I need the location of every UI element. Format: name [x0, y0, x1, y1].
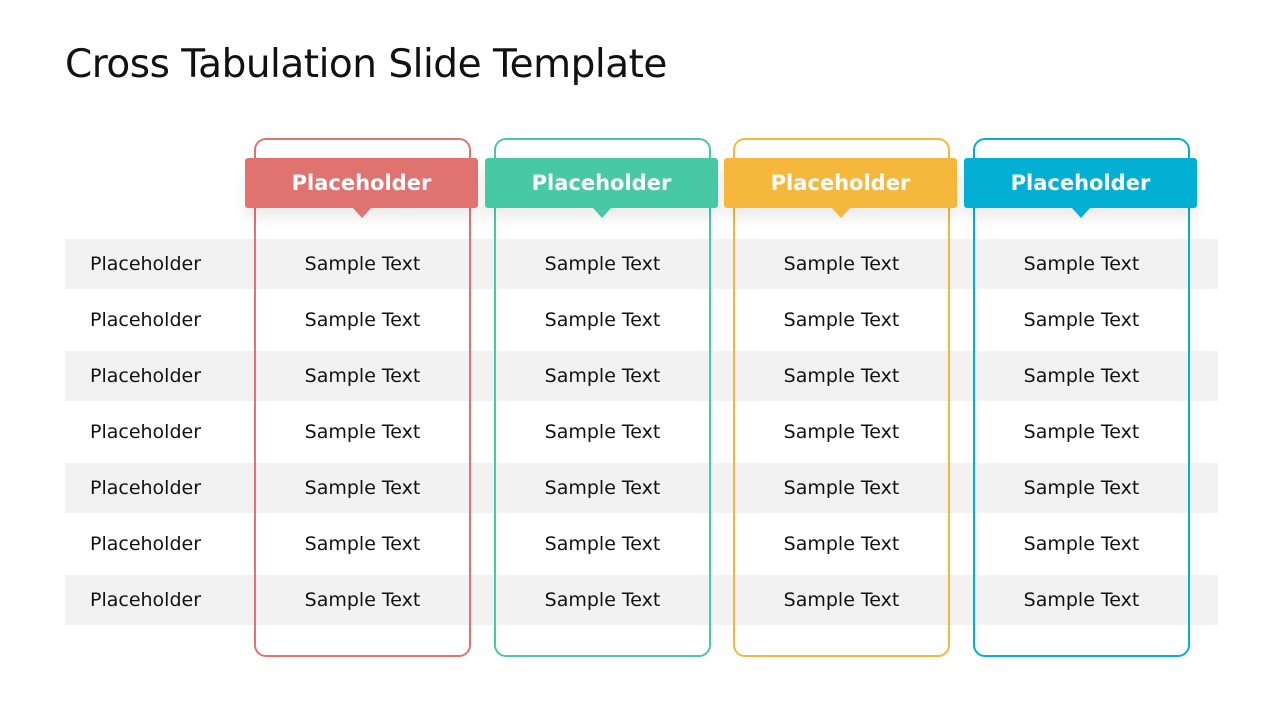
table-cell: Sample Text	[1023, 253, 1140, 275]
table-cell: Sample Text	[783, 309, 900, 331]
table-cell: Sample Text	[783, 533, 900, 555]
column-header-label: Placeholder	[531, 171, 672, 195]
row-label: Placeholder	[90, 533, 202, 555]
row-band	[65, 351, 1218, 401]
table-cell: Sample Text	[304, 365, 421, 387]
pointer-icon	[831, 208, 850, 218]
pointer-icon	[592, 208, 611, 218]
pointer-icon	[1071, 208, 1090, 218]
row-label: Placeholder	[90, 589, 202, 611]
table-cell: Sample Text	[304, 253, 421, 275]
column-outline	[494, 138, 711, 657]
column-header: Placeholder	[245, 158, 478, 218]
column-outline	[733, 138, 950, 657]
table-cell: Sample Text	[304, 309, 421, 331]
table-cell: Sample Text	[304, 589, 421, 611]
column-outline	[254, 138, 471, 657]
table-cell: Sample Text	[783, 365, 900, 387]
column-header-label: Placeholder	[1010, 171, 1151, 195]
column-header: Placeholder	[724, 158, 957, 218]
table-cell: Sample Text	[1023, 533, 1140, 555]
table-cell: Sample Text	[783, 589, 900, 611]
column-header-label: Placeholder	[770, 171, 911, 195]
table-cell: Sample Text	[1023, 421, 1140, 443]
column-header-label: Placeholder	[291, 171, 432, 195]
table-cell: Sample Text	[1023, 477, 1140, 499]
row-label: Placeholder	[90, 253, 202, 275]
row-label: Placeholder	[90, 421, 202, 443]
pointer-icon	[352, 208, 371, 218]
table-cell: Sample Text	[544, 589, 661, 611]
column-header: Placeholder	[964, 158, 1197, 218]
row-label: Placeholder	[90, 365, 202, 387]
table-cell: Sample Text	[304, 533, 421, 555]
row-label: Placeholder	[90, 309, 202, 331]
table-cell: Sample Text	[304, 477, 421, 499]
table-cell: Sample Text	[544, 253, 661, 275]
table-cell: Sample Text	[783, 253, 900, 275]
table-cell: Sample Text	[544, 421, 661, 443]
table-cell: Sample Text	[1023, 309, 1140, 331]
row-band	[65, 575, 1218, 625]
table-cell: Sample Text	[544, 477, 661, 499]
table-cell: Sample Text	[1023, 589, 1140, 611]
table-cell: Sample Text	[1023, 365, 1140, 387]
row-band	[65, 239, 1218, 289]
table-cell: Sample Text	[783, 477, 900, 499]
table-cell: Sample Text	[544, 365, 661, 387]
slide-title: Cross Tabulation Slide Template	[65, 42, 667, 87]
row-band	[65, 463, 1218, 513]
table-cell: Sample Text	[783, 421, 900, 443]
column-header: Placeholder	[485, 158, 718, 218]
table-cell: Sample Text	[544, 533, 661, 555]
table-cell: Sample Text	[544, 309, 661, 331]
table-cell: Sample Text	[304, 421, 421, 443]
column-outline	[973, 138, 1190, 657]
row-label: Placeholder	[90, 477, 202, 499]
